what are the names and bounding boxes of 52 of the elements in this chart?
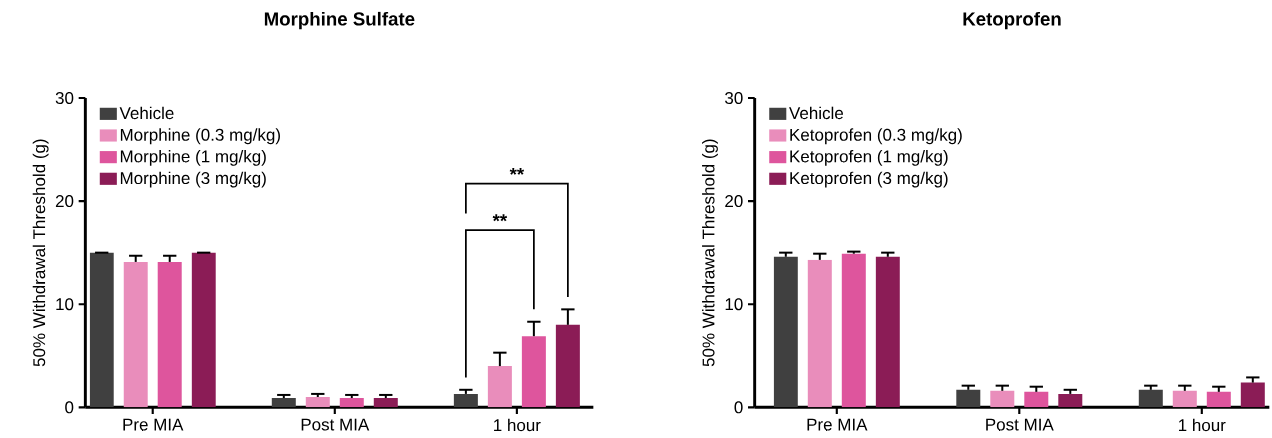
legend-label: Morphine (0.3 mg/kg) bbox=[120, 128, 280, 145]
bar bbox=[271, 398, 296, 408]
y-tick-label: 30 bbox=[725, 91, 743, 105]
legend-label: Vehicle bbox=[789, 106, 844, 120]
legend-label: Ketoprofen (0.3 mg/kg) bbox=[790, 128, 962, 145]
bar bbox=[157, 261, 182, 408]
annotation: ** bbox=[492, 214, 508, 222]
x-tick-label: 1 hour bbox=[494, 418, 541, 432]
bar bbox=[956, 389, 981, 408]
x-tick-label: Post MIA bbox=[986, 418, 1054, 431]
y-axis-title: 50% Withdrawal Threshold (g) bbox=[32, 139, 49, 367]
legend-label: Morphine (1 mg/kg) bbox=[120, 149, 266, 166]
bar bbox=[875, 256, 900, 408]
chart-title: Morphine Sulfate bbox=[264, 11, 415, 30]
bar bbox=[373, 398, 398, 408]
x-tick-label: Pre MIA bbox=[807, 418, 868, 431]
bar bbox=[123, 261, 148, 408]
chart-title: Ketoprofen bbox=[963, 11, 1061, 30]
legend-label: Morphine (3 mg/kg) bbox=[120, 171, 266, 188]
bar bbox=[521, 336, 546, 408]
y-tick-label: 10 bbox=[725, 298, 743, 311]
bar bbox=[1172, 390, 1197, 408]
bar bbox=[555, 324, 580, 408]
y-tick-label: 20 bbox=[725, 195, 743, 208]
bar bbox=[1058, 393, 1083, 408]
bar bbox=[453, 393, 478, 408]
bar bbox=[1240, 382, 1265, 408]
bar bbox=[773, 256, 798, 408]
bar bbox=[89, 252, 114, 408]
y-tick-label: 30 bbox=[55, 91, 74, 105]
x-tick-label: Post MIA bbox=[301, 418, 370, 431]
legend-label: Ketoprofen (3 mg/kg) bbox=[790, 171, 948, 188]
bar bbox=[1024, 391, 1049, 408]
bar bbox=[1206, 391, 1231, 408]
bar bbox=[807, 259, 832, 408]
bar bbox=[191, 252, 216, 408]
y-tick-label: 0 bbox=[65, 401, 74, 414]
x-tick-label: 1 hour bbox=[1179, 418, 1226, 432]
y-tick-label: 20 bbox=[55, 195, 74, 208]
bar bbox=[305, 397, 330, 408]
bar bbox=[841, 253, 866, 408]
x-tick-label: Pre MIA bbox=[123, 418, 184, 431]
bar bbox=[990, 390, 1015, 408]
legend-label: Vehicle bbox=[119, 106, 174, 120]
legend-label: Ketoprofen (1 mg/kg) bbox=[790, 149, 948, 166]
bar bbox=[339, 398, 364, 408]
bar bbox=[487, 366, 512, 408]
y-tick-label: 10 bbox=[56, 298, 74, 311]
y-tick-label: 0 bbox=[734, 401, 743, 414]
y-axis-title: 50% Withdrawal Threshold (g) bbox=[702, 139, 718, 367]
bar bbox=[1138, 389, 1163, 408]
annotation: ** bbox=[509, 167, 525, 175]
